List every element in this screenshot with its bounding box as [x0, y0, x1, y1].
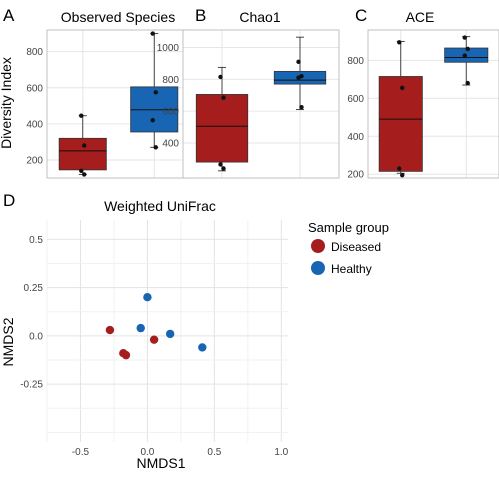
panel-d-title: Weighted UniFrac: [104, 198, 216, 214]
panel-c-ytick-label-1: 400: [347, 132, 364, 143]
panel-d-point-healthy-0: [143, 293, 152, 302]
panel-a-ytick-label-2: 600: [26, 83, 43, 94]
panel-c-boxplot: 200 400 600 800: [347, 29, 499, 181]
panel-b-diseased-point-1: [221, 95, 226, 100]
panel-d-point-healthy-1: [136, 323, 145, 333]
panel-c-healthy-point-1: [465, 46, 470, 52]
panel-d-point-healthy-2: [165, 329, 175, 339]
panel-b-diseased-point-2: [218, 162, 223, 167]
panel-d-point-healthy-3: [198, 343, 207, 352]
panel-c-healthy-point-3: [465, 80, 470, 86]
panel-c-ytick-label-3: 800: [347, 56, 364, 67]
panel-c-ytick-label-2: 600: [347, 94, 364, 105]
panel-a-ytick-label-1: 400: [26, 119, 43, 130]
panel-b-healthy-point-2: [296, 75, 301, 80]
panel-b-boxplot: 400 600 800 1000: [157, 29, 340, 179]
panel-d-xtick-label-1: 0.0: [140, 447, 154, 458]
panel-d-ytick-label-1: 0.0: [29, 331, 43, 342]
panel-d-xlabel: NMDS1: [136, 455, 185, 471]
panel-a-ylabel: Diversity Index: [0, 57, 14, 149]
panel-c-title: ACE: [406, 9, 435, 25]
panel-d-point-diseased-2: [119, 349, 128, 358]
panel-a-healthy-point-2: [150, 118, 155, 123]
panel-letter-b: B: [195, 6, 206, 25]
panel-d-ylabel: NMDS2: [0, 317, 16, 366]
panel-c-diseased-point-3: [400, 172, 405, 178]
panel-b-frame: [182, 29, 340, 179]
panel-c-ytick-label-0: 200: [347, 170, 364, 181]
panel-b-title: Chao1: [239, 9, 280, 25]
panel-d-xtick-label-2: 0.5: [207, 447, 221, 458]
panel-b-diseased-box: [195, 94, 249, 163]
panel-letter-d: D: [3, 191, 15, 210]
legend-title: Sample group: [308, 220, 389, 235]
panel-b-ytick-label-1: 600: [162, 107, 179, 118]
panel-a-diseased-point-2: [79, 168, 84, 173]
panel-a-healthy-point-3: [153, 145, 158, 150]
panel-d-scatter: -0.5 0.0 0.5 1.0 -0.25 0.0 0.25 0.5: [20, 220, 289, 458]
panel-b-diseased-point-0: [218, 74, 223, 80]
panel-a-diseased-box: [58, 137, 107, 171]
legend-label-diseased: Diseased: [331, 240, 381, 254]
legend: Sample group Diseased Healthy: [308, 220, 389, 276]
panel-d-ytick-label-0: -0.25: [20, 380, 43, 391]
panel-b-ytick-label-0: 400: [162, 138, 179, 149]
panel-b-healthy-point-0: [296, 59, 301, 65]
panel-letter-c: C: [355, 6, 367, 25]
panel-a-healthy-point-0: [150, 31, 155, 36]
panel-a-diseased-point-0: [79, 113, 84, 118]
panel-b-ytick-label-3: 1000: [157, 43, 180, 54]
legend-label-healthy: Healthy: [331, 262, 372, 276]
panel-d-xtick-label-0: -0.5: [72, 447, 90, 458]
legend-marker-healthy: [311, 261, 325, 275]
panel-a-diseased-point-1: [82, 143, 87, 148]
panel-a-ytick-label-3: 800: [26, 47, 43, 58]
panel-c-diseased-point-2: [397, 166, 402, 171]
panel-d-point-diseased-0: [105, 325, 115, 335]
panel-c-diseased-box: [378, 76, 423, 172]
panel-c-diseased-point-1: [400, 85, 405, 91]
panel-b-healthy-point-3: [299, 104, 304, 110]
panel-b-diseased-point-3: [221, 166, 226, 171]
panel-a-ytick-label-0: 200: [26, 155, 43, 166]
panel-b-ytick-label-2: 800: [162, 75, 179, 86]
panel-c-diseased-point-0: [397, 40, 402, 45]
panel-a-title: Observed Species: [61, 9, 175, 25]
panel-c-healthy-point-2: [462, 53, 467, 58]
panel-d-ytick-label-3: 0.5: [29, 235, 43, 246]
panel-letter-a: A: [3, 6, 15, 25]
legend-marker-diseased: [311, 239, 325, 253]
panel-d-ytick-label-2: 0.25: [24, 283, 44, 294]
panel-d-xtick-label-3: 1.0: [274, 447, 288, 458]
panel-c-frame: [367, 29, 499, 179]
panel-a-healthy-point-1: [153, 90, 158, 95]
panel-d-point-diseased-3: [149, 335, 159, 344]
panel-a-diseased-point-3: [82, 172, 87, 177]
panel-c-healthy-point-0: [462, 35, 467, 40]
